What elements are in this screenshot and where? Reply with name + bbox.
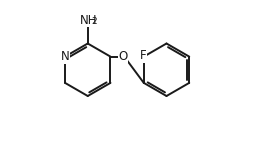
Text: F: F bbox=[140, 49, 147, 62]
Text: N: N bbox=[61, 50, 69, 63]
Text: 2: 2 bbox=[91, 17, 97, 26]
Text: NH: NH bbox=[80, 14, 97, 27]
Text: O: O bbox=[118, 50, 128, 63]
